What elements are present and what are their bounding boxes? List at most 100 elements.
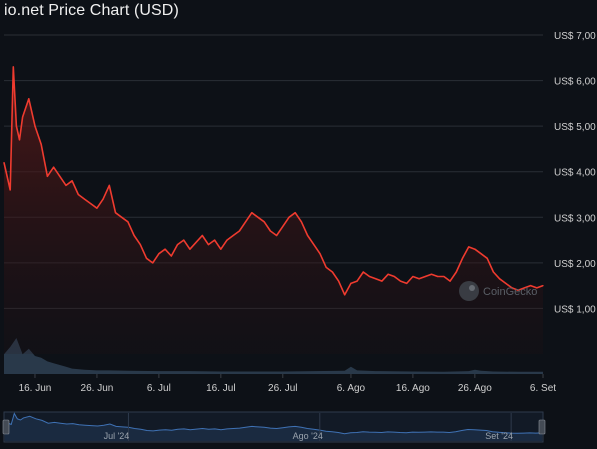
navigator-line — [4, 412, 543, 435]
y-axis: US$ 1,00 US$ 2,00 US$ 3,00 US$ 4,00 US$ 5,00… — [554, 31, 596, 315]
range-navigator[interactable]: Jul '24 Ago '24 Set '24 — [2, 411, 546, 443]
price-point — [325, 266, 327, 268]
navigator-right-handle[interactable] — [538, 419, 546, 435]
price-point — [375, 278, 377, 280]
price-point — [102, 198, 104, 200]
price-point — [53, 166, 55, 168]
price-point — [139, 244, 141, 246]
price-point — [288, 216, 290, 218]
price-point — [368, 275, 371, 278]
coingecko-logo-eye-icon — [469, 285, 475, 291]
price-point — [183, 239, 185, 241]
price-point — [480, 253, 482, 255]
price-point — [114, 212, 117, 214]
price-point — [18, 139, 21, 141]
x-tick-label: 26. Ago — [458, 383, 492, 394]
price-point — [263, 221, 265, 223]
price-point — [158, 253, 160, 255]
navigator-label: Ago '24 — [293, 431, 323, 441]
price-point — [34, 125, 36, 127]
price-point — [46, 175, 49, 177]
price-point — [461, 257, 464, 259]
x-tick-label: 6. Set — [530, 383, 556, 394]
price-point — [530, 285, 532, 287]
price-point — [83, 198, 86, 200]
price-point — [189, 248, 191, 250]
price-line — [3, 66, 544, 296]
price-point — [418, 278, 420, 280]
price-series — [3, 66, 544, 355]
price-point — [505, 282, 507, 284]
price-point — [319, 253, 321, 255]
price-point — [269, 230, 271, 232]
price-point — [406, 282, 408, 284]
price-point — [108, 184, 110, 186]
price-point — [455, 271, 457, 273]
price-point — [59, 175, 61, 177]
price-point — [430, 273, 433, 275]
watermark-text: CoinGecko — [483, 286, 537, 298]
price-point — [536, 287, 538, 289]
price-point — [331, 271, 333, 273]
price-point — [449, 280, 451, 282]
price-point — [381, 280, 383, 282]
y-tick-label: US$ 1,00 — [554, 304, 596, 315]
navigator-series — [4, 412, 543, 441]
price-point — [523, 287, 526, 289]
x-tick-label: 16. Jun — [19, 383, 52, 394]
price-point — [387, 273, 389, 275]
price-point — [517, 289, 519, 291]
price-point — [511, 287, 513, 289]
x-tick-label: 16. Ago — [396, 383, 430, 394]
price-point — [90, 203, 92, 205]
price-point — [313, 244, 315, 246]
price-point — [393, 275, 395, 278]
price-point — [133, 234, 135, 237]
coingecko-watermark: CoinGecko — [459, 281, 537, 301]
price-point — [362, 271, 364, 273]
x-tick-label: 26. Jun — [81, 383, 114, 394]
price-point — [121, 216, 123, 218]
price-point — [468, 246, 470, 248]
price-point — [71, 180, 73, 182]
price-point — [232, 234, 234, 237]
navigator-label: Set '24 — [485, 431, 513, 441]
navigator-labels: Jul '24 Ago '24 Set '24 — [104, 413, 513, 441]
price-point — [474, 248, 476, 250]
price-point — [77, 193, 79, 196]
navigator-label: Jul '24 — [104, 431, 130, 441]
navigator-area — [5, 413, 542, 441]
price-point — [145, 257, 148, 259]
price-point — [96, 207, 98, 209]
price-area-fill — [4, 66, 543, 355]
price-point — [251, 212, 253, 214]
x-tick-label: 26. Jul — [268, 383, 297, 394]
price-point — [226, 239, 228, 241]
price-point — [40, 143, 42, 145]
y-tick-label: US$ 2,00 — [554, 259, 596, 270]
price-point — [350, 282, 352, 284]
price-point — [220, 248, 222, 250]
navigator-left-handle[interactable] — [2, 419, 10, 435]
price-point — [152, 262, 154, 264]
price-point — [344, 294, 346, 296]
price-point — [164, 248, 166, 250]
price-point — [176, 244, 179, 246]
price-point — [238, 230, 240, 232]
price-point — [399, 280, 402, 282]
x-tick-label: 16. Jul — [206, 383, 235, 394]
price-point — [28, 98, 30, 100]
price-point — [356, 280, 358, 282]
y-tick-label: US$ 4,00 — [554, 168, 596, 179]
x-tick-label: 6. Ago — [337, 383, 366, 394]
price-point — [307, 234, 309, 237]
x-axis: 16. Jun 26. Jun 6. Jul 16. Jul 26. Jul 6. Ago… — [19, 374, 556, 394]
price-point — [127, 221, 129, 223]
price-point — [12, 66, 14, 68]
y-tick-label: US$ 6,00 — [554, 77, 596, 88]
price-point — [3, 162, 5, 164]
price-point — [9, 189, 11, 191]
y-tick-label: US$ 3,00 — [554, 213, 596, 224]
